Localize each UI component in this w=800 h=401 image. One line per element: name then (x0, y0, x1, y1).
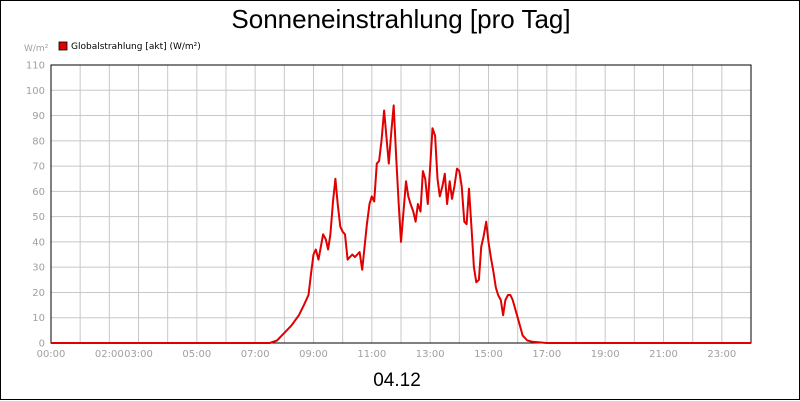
x-tick-label: 21:00 (649, 349, 678, 360)
y-axis-unit: W/m² (24, 44, 49, 54)
x-tick-label: 03:00 (124, 349, 153, 360)
y-tick-label: 90 (32, 111, 45, 122)
chart-title: Sonneneinstrahlung [pro Tag] (231, 4, 570, 34)
y-tick-label: 30 (32, 263, 45, 274)
y-tick-label: 10 (32, 313, 45, 324)
chart-footer-date: 04.12 (373, 370, 421, 391)
plot-area-border (50, 64, 752, 344)
x-tick-label: 02:00 (95, 349, 124, 360)
y-tick-label: 100 (26, 86, 45, 97)
x-tick-label: 23:00 (707, 349, 736, 360)
grid-lines (50, 64, 752, 344)
y-tick-label: 40 (32, 237, 45, 248)
y-tick-label: 110 (26, 61, 45, 72)
x-tick-label: 15:00 (474, 349, 503, 360)
x-tick-label: 09:00 (299, 349, 328, 360)
x-axis-ticks: 00:00 02:00 03:00 05:00 07:00 09:00 11:00 13:00… (37, 349, 737, 360)
y-tick-label: 20 (32, 288, 45, 299)
legend-label: Globalstrahlung [akt] (W/m²) (71, 42, 201, 52)
legend-swatch (58, 41, 68, 51)
series-line-globalstrahlung (51, 104, 751, 344)
y-tick-label: 70 (32, 162, 45, 173)
y-tick-label: 60 (32, 187, 45, 198)
x-tick-label: 13:00 (416, 349, 445, 360)
x-tick-label: 07:00 (241, 349, 270, 360)
x-tick-label: 19:00 (591, 349, 620, 360)
x-tick-label: 17:00 (532, 349, 561, 360)
x-tick-label: 00:00 (37, 349, 66, 360)
y-tick-label: 80 (32, 136, 45, 147)
x-tick-label: 05:00 (182, 349, 211, 360)
y-axis-ticks: 0 10 20 30 40 50 60 70 80 90 100 110 (26, 61, 45, 350)
y-tick-label: 50 (32, 212, 45, 223)
y-tick-label: 0 (39, 339, 45, 350)
x-tick-label: 11:00 (357, 349, 386, 360)
